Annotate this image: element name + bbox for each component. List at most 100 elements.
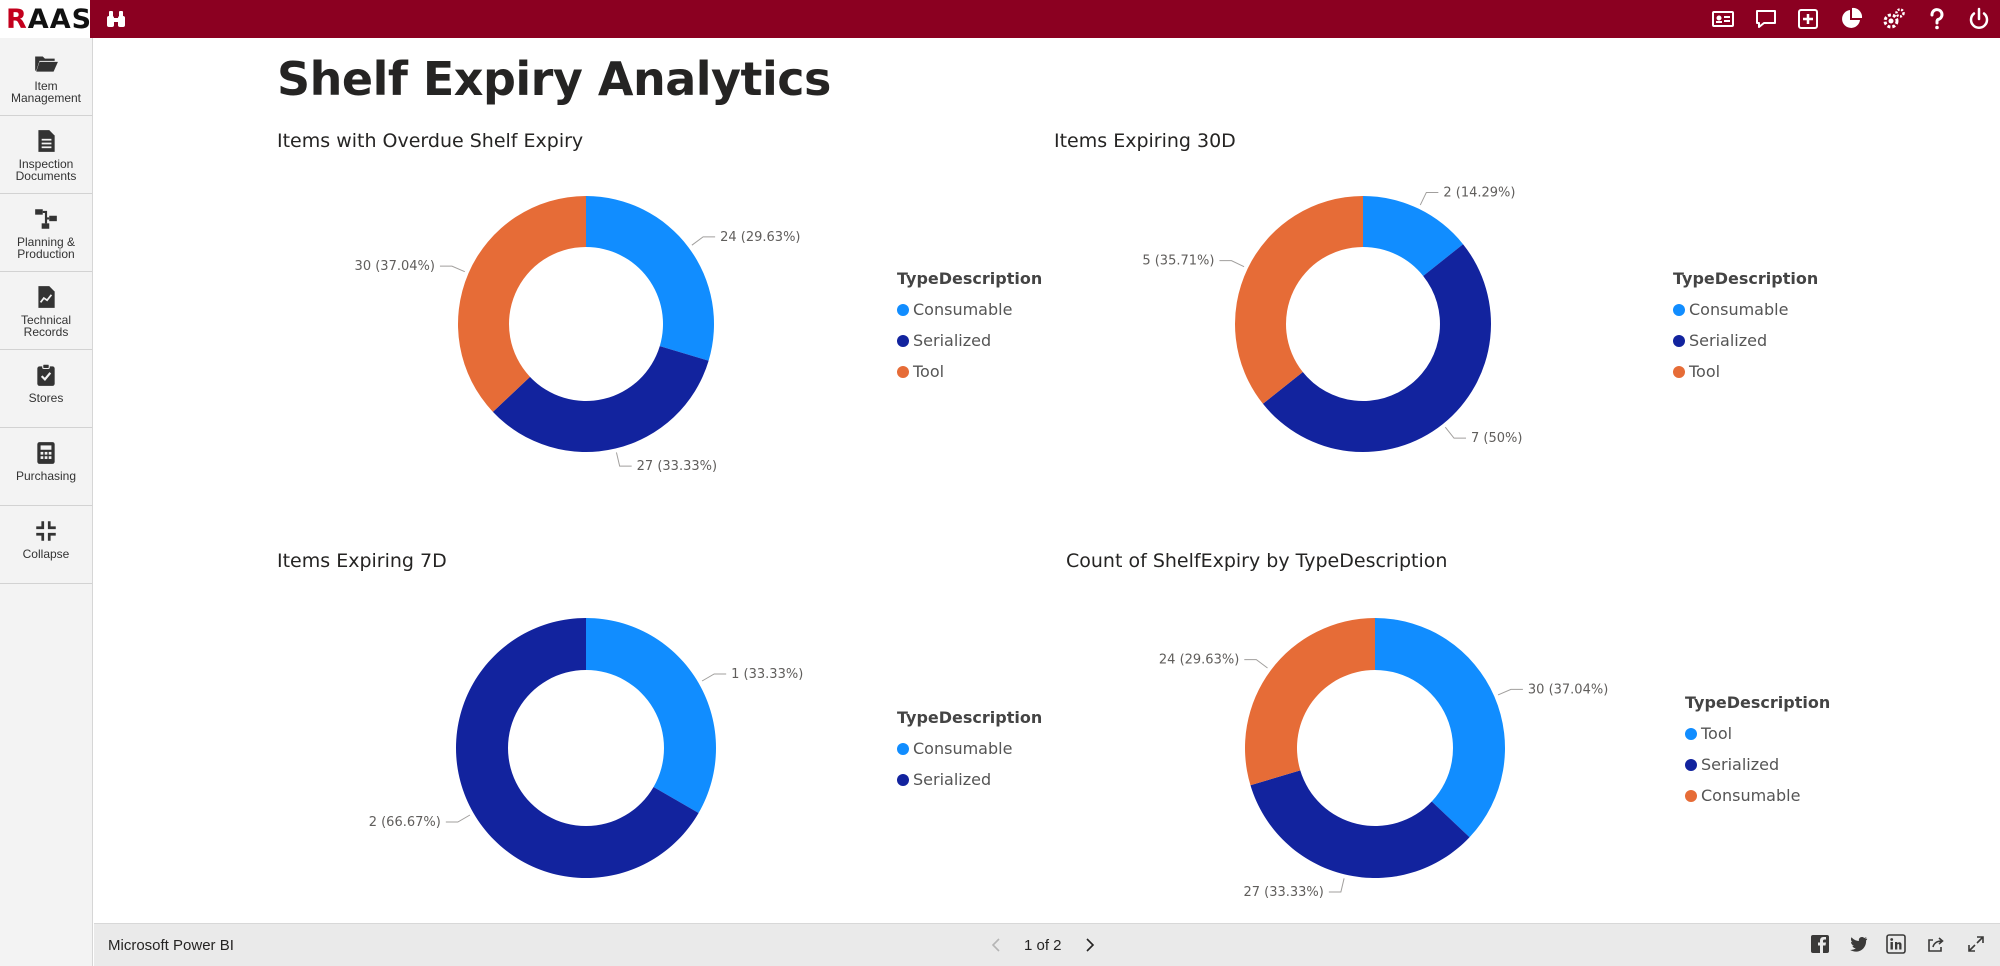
data-label: 24 (29.63%) (720, 230, 800, 245)
data-label: 27 (33.33%) (1243, 885, 1323, 900)
donut-chart-expiring-30d[interactable]: 2 (14.29%) 7 (50%) 5 (35.71%) (1054, 168, 1614, 528)
donut-slice-tool[interactable] (1235, 196, 1363, 404)
sidebar-item-label: Inspection Documents (15, 157, 77, 183)
donut-slice-consumable[interactable] (586, 618, 716, 813)
chart-title: Count of ShelfExpiry by TypeDescription (1066, 550, 1448, 572)
donut-slice-consumable[interactable] (586, 196, 714, 361)
legend-marker (1673, 303, 1685, 316)
legend-label: Tool (913, 362, 945, 381)
powerbi-brand-link[interactable]: Microsoft Power BI (108, 937, 234, 954)
facebook-icon[interactable] (1810, 934, 1832, 956)
legend-title: TypeDescription (897, 269, 1043, 288)
settings-icon[interactable] (1879, 4, 1909, 34)
legend-marker (1685, 758, 1697, 771)
comment-icon[interactable] (1751, 4, 1781, 34)
legend-item-consumable[interactable]: Consumable (897, 733, 1042, 764)
expand-icon[interactable] (1966, 934, 1988, 956)
share-icon[interactable] (1926, 934, 1948, 956)
add-box-icon[interactable] (1793, 4, 1823, 34)
data-label: 2 (66.67%) (369, 815, 441, 830)
legend-item-serialized[interactable]: Serialized (1685, 749, 1830, 780)
legend-marker (897, 334, 909, 347)
contact-card-icon[interactable] (1708, 4, 1738, 34)
legend-item-consumable[interactable]: Consumable (897, 294, 1042, 325)
legend-item-consumable[interactable]: Consumable (1685, 780, 1830, 811)
legend-marker (1673, 334, 1685, 347)
help-icon[interactable] (1922, 4, 1952, 34)
donut-slice-tool[interactable] (458, 196, 586, 412)
sidebar-item-planning-production[interactable]: Planning & Production (0, 194, 92, 272)
donut-slice-serialized[interactable] (1250, 770, 1470, 878)
data-label: 5 (35.71%) (1142, 254, 1214, 269)
legend-label: Tool (1689, 362, 1721, 381)
chevron-right-icon (1085, 938, 1094, 952)
top-navigation-bar: R AAS (0, 0, 2000, 38)
twitter-icon[interactable] (1848, 934, 1870, 956)
legend-item-serialized[interactable]: Serialized (897, 764, 1042, 795)
donut-slice-consumable[interactable] (1245, 618, 1375, 786)
linkedin-icon[interactable] (1886, 934, 1908, 956)
legend-item-tool[interactable]: Tool (897, 356, 1042, 387)
data-label-leader-line (1497, 688, 1523, 696)
data-label-leader-line (615, 452, 632, 467)
sidebar-item-label: Purchasing (15, 469, 77, 483)
power-icon[interactable] (1964, 4, 1994, 34)
donut-slice-tool[interactable] (1375, 618, 1505, 838)
sidebar-item-collapse[interactable]: Collapse (0, 506, 92, 584)
donut-chart-overdue[interactable]: 24 (29.63%) 27 (33.33%) 30 (37.04%) (277, 168, 837, 528)
legend-item-serialized[interactable]: Serialized (897, 325, 1042, 356)
legend-item-tool[interactable]: Tool (1685, 718, 1830, 749)
donut-chart-expiring-7d[interactable]: 1 (33.33%) 2 (66.67%) (277, 588, 837, 928)
next-page-button[interactable] (1076, 932, 1102, 958)
donut-slice-consumable[interactable] (1363, 196, 1464, 276)
donut-slice-serialized[interactable] (455, 618, 699, 878)
data-label-leader-line (445, 814, 471, 823)
donut-slice-serialized[interactable] (1262, 244, 1491, 452)
chart-legend: TypeDescription Consumable Serialized Tool (1673, 269, 1818, 387)
sidebar-item-label: Planning & Production (16, 235, 76, 261)
pie-chart-icon[interactable] (1836, 4, 1866, 34)
legend-label: Consumable (1689, 300, 1789, 319)
raas-logo[interactable]: R AAS (0, 0, 93, 38)
data-label: 24 (29.63%) (1159, 653, 1239, 668)
legend-label: Consumable (913, 739, 1013, 758)
data-label-leader-line (1328, 878, 1345, 893)
legend-marker (1673, 365, 1685, 378)
logo-letters: AAS (27, 3, 93, 35)
legend-item-consumable[interactable]: Consumable (1673, 294, 1818, 325)
legend-label: Serialized (913, 770, 992, 789)
sidebar-item-technical-records[interactable]: Technical Records (0, 272, 92, 350)
sidebar-item-inspection-documents[interactable]: Inspection Documents (0, 116, 92, 194)
legend-marker (1685, 789, 1697, 802)
legend-title: TypeDescription (1673, 269, 1819, 288)
sidebar-item-item-management[interactable]: Item Management (0, 38, 92, 116)
page-indicator: 1 of 2 (1024, 936, 1062, 954)
sidebar-item-label: Technical Records (20, 313, 72, 339)
logo-letter-r: R (6, 3, 28, 35)
data-label: 30 (37.04%) (1528, 682, 1608, 697)
data-label-leader-line (1244, 659, 1268, 669)
legend-label: Tool (1701, 724, 1733, 743)
document-icon (38, 130, 55, 152)
legend-title: TypeDescription (897, 708, 1043, 727)
data-label-leader-line (1444, 426, 1467, 439)
sidebar-item-stores[interactable]: Stores (0, 350, 92, 428)
sidebar-item-label: Item Management (10, 79, 82, 105)
chart-title: Items with Overdue Shelf Expiry (277, 130, 584, 152)
data-label: 7 (50%) (1471, 431, 1522, 446)
binoculars-icon[interactable] (101, 4, 131, 34)
data-label-leader-line (701, 673, 727, 682)
workflow-icon (35, 209, 57, 229)
data-label-leader-line (691, 236, 716, 246)
donut-slice-serialized[interactable] (492, 346, 709, 452)
legend-label: Serialized (1689, 331, 1768, 350)
donut-chart-count-by-type[interactable]: 30 (37.04%) 27 (33.33%) 24 (29.63%) (1066, 588, 1626, 928)
legend-item-tool[interactable]: Tool (1673, 356, 1818, 387)
chart-legend: TypeDescription Consumable Serialized Tool (897, 269, 1042, 387)
legend-label: Serialized (1701, 755, 1780, 774)
legend-item-serialized[interactable]: Serialized (1673, 325, 1818, 356)
chart-legend: TypeDescription Tool Serialized Consumable (1685, 693, 1830, 811)
legend-label: Serialized (913, 331, 992, 350)
sidebar-item-purchasing[interactable]: Purchasing (0, 428, 92, 506)
previous-page-button[interactable] (984, 932, 1010, 958)
